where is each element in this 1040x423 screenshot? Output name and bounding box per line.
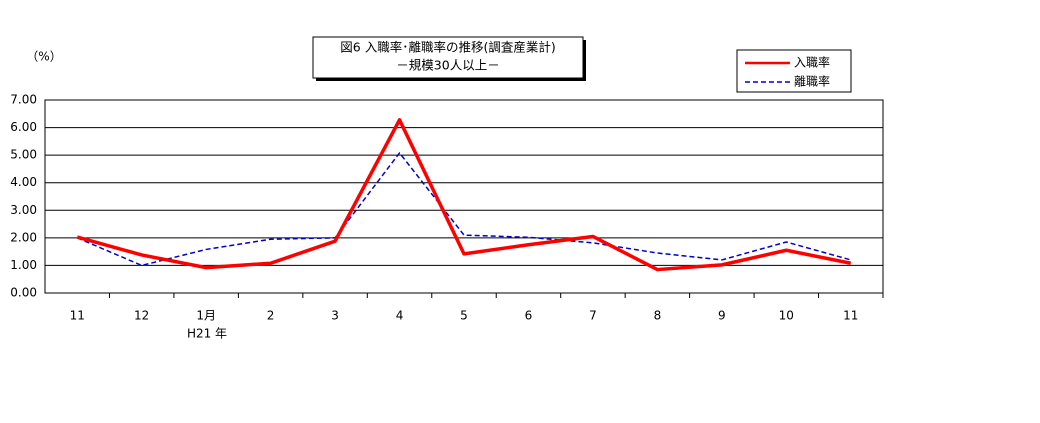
y-tick-label: 4.00 <box>10 175 37 189</box>
x-tick-label: 6 <box>525 309 533 323</box>
x-tick-label: 10 <box>779 309 794 323</box>
x-tick-label: 7 <box>589 309 597 323</box>
y-tick-label: 7.00 <box>10 93 37 107</box>
line-series <box>76 152 851 267</box>
x-tick-label: 4 <box>396 309 404 323</box>
y-tick-label: 1.00 <box>10 258 37 272</box>
x-tick-label: 9 <box>718 309 726 323</box>
title-box <box>312 36 584 79</box>
y-tick-label: 2.00 <box>10 230 37 244</box>
y-tick-label: 6.00 <box>10 120 37 134</box>
chart-subtitle: －規模30人以上－ <box>396 58 499 73</box>
legend-label: 入職率 <box>794 55 830 70</box>
y-axis-label: （%） <box>26 50 61 64</box>
chart-title: 図6 入職率･離職率の推移(調査産業計) <box>340 40 555 55</box>
y-tick-label: 0.00 <box>10 286 37 300</box>
y-tick-label: 3.00 <box>10 203 37 217</box>
y-tick-label: 5.00 <box>10 148 37 162</box>
x-tick-label: 5 <box>460 309 468 323</box>
x-tick-label: 1月 <box>196 309 216 323</box>
x-tick-label: 2 <box>267 309 275 323</box>
legend-box <box>736 49 852 93</box>
legend-label: 離職率 <box>794 74 830 89</box>
year-label: H21 年 <box>187 327 227 341</box>
x-tick-label: 11 <box>70 309 85 323</box>
plot-area <box>44 99 884 294</box>
x-tick-label: 12 <box>134 309 149 323</box>
line-series <box>76 118 852 272</box>
x-tick-label: 3 <box>331 309 339 323</box>
x-tick-label: 8 <box>654 309 662 323</box>
x-tick-label: 11 <box>843 309 858 323</box>
